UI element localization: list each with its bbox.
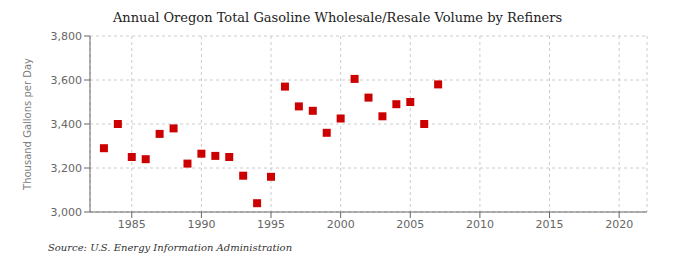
svg-text:3,400: 3,400 xyxy=(51,118,83,131)
svg-text:3,600: 3,600 xyxy=(51,74,83,87)
svg-text:2020: 2020 xyxy=(605,218,633,231)
svg-text:3,000: 3,000 xyxy=(51,206,83,219)
svg-text:3,200: 3,200 xyxy=(51,162,83,175)
svg-text:2000: 2000 xyxy=(327,218,355,231)
html-text:Annual Oregon Total Gasoline W: Annual Oregon Total Gasoline Wholesale/R… xyxy=(112,10,563,25)
svg-text:2010: 2010 xyxy=(466,218,494,231)
svg-text:1990: 1990 xyxy=(187,218,215,231)
svg-text:2015: 2015 xyxy=(536,218,564,231)
svg-text:Thousand Gallons per Day: Thousand Gallons per Day xyxy=(22,58,33,191)
svg-text:1985: 1985 xyxy=(118,218,146,231)
svg-text:3,800: 3,800 xyxy=(51,30,83,43)
html-text:Source: U.S. Energy Informatio: Source: U.S. Energy Information Administ… xyxy=(48,242,293,253)
svg-text:2005: 2005 xyxy=(396,218,424,231)
svg-text:1995: 1995 xyxy=(257,218,285,231)
